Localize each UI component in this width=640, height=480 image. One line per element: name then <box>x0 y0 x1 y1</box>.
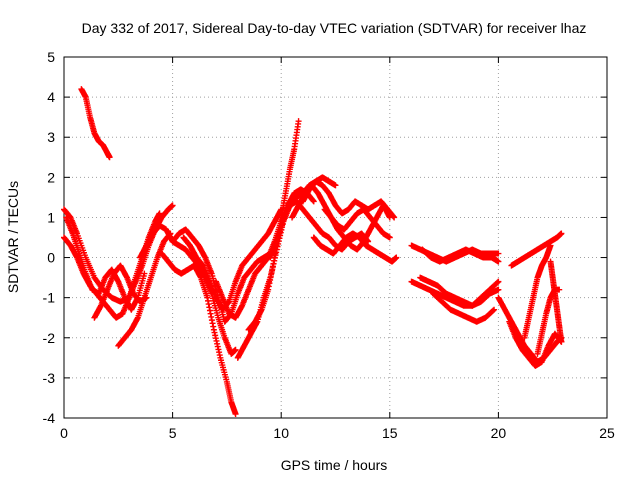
tick-labels: 0 5 10 15 20 25 -4 -3 -2 -1 0 1 2 3 4 5 <box>43 49 615 441</box>
y-tick-label: 4 <box>47 89 55 105</box>
x-tick-label: 20 <box>491 425 507 441</box>
x-tick-label: 0 <box>60 425 68 441</box>
data-point-markers <box>115 230 174 349</box>
grid <box>64 57 607 418</box>
series-track-5 <box>91 262 150 321</box>
y-tick-label: -2 <box>43 330 56 346</box>
series-track-13 <box>245 118 302 333</box>
data-point-markers <box>245 118 302 333</box>
series-track-22 <box>417 274 502 309</box>
data-points <box>61 86 565 417</box>
y-tick-label: 0 <box>47 250 55 266</box>
data-point-markers <box>547 258 565 345</box>
data-point-markers <box>321 202 393 253</box>
y-tick-label: 1 <box>47 209 55 225</box>
data-point-markers <box>419 246 502 265</box>
data-point-markers <box>310 230 400 265</box>
x-tick-label: 5 <box>169 425 177 441</box>
series-track-9 <box>169 226 274 325</box>
series-track-8 <box>158 250 239 417</box>
plot-frame <box>63 56 608 419</box>
data-point-markers <box>78 86 113 161</box>
data-point-markers <box>63 214 148 313</box>
y-tick-label: -3 <box>43 370 56 386</box>
y-tick-label: -1 <box>43 290 56 306</box>
y-tick-label: 3 <box>47 129 55 145</box>
x-axis-label: GPS time / hours <box>281 457 388 473</box>
series-track-17 <box>310 230 400 265</box>
data-point-markers <box>169 226 274 325</box>
series-track-20 <box>419 246 502 265</box>
data-point-markers <box>91 262 150 321</box>
y-tick-label: -4 <box>43 410 56 426</box>
data-point-markers <box>430 290 498 325</box>
chart-title: Day 332 of 2017, Sidereal Day-to-day VTE… <box>82 20 587 36</box>
series-track-4 <box>63 214 148 313</box>
axis-ticks <box>63 56 608 419</box>
data-point-markers <box>158 250 239 417</box>
x-tick-label: 25 <box>599 425 615 441</box>
y-axis-label: SDTVAR / TECUs <box>5 181 21 293</box>
series-track-23 <box>430 290 498 325</box>
data-point-markers <box>521 242 554 341</box>
series-track-6 <box>115 230 174 349</box>
series-track-25 <box>506 318 565 369</box>
series-track-29 <box>547 258 565 345</box>
series-track-26 <box>508 230 565 269</box>
series-track-1 <box>78 86 113 161</box>
series-track-27 <box>521 242 554 341</box>
x-tick-label: 10 <box>273 425 289 441</box>
series-track-18 <box>321 202 393 253</box>
data-point-markers <box>417 274 502 309</box>
x-tick-label: 15 <box>382 425 398 441</box>
data-point-markers <box>508 230 565 269</box>
data-point-markers <box>506 318 565 369</box>
y-tick-label: 5 <box>47 49 55 65</box>
y-tick-label: 2 <box>47 169 55 185</box>
